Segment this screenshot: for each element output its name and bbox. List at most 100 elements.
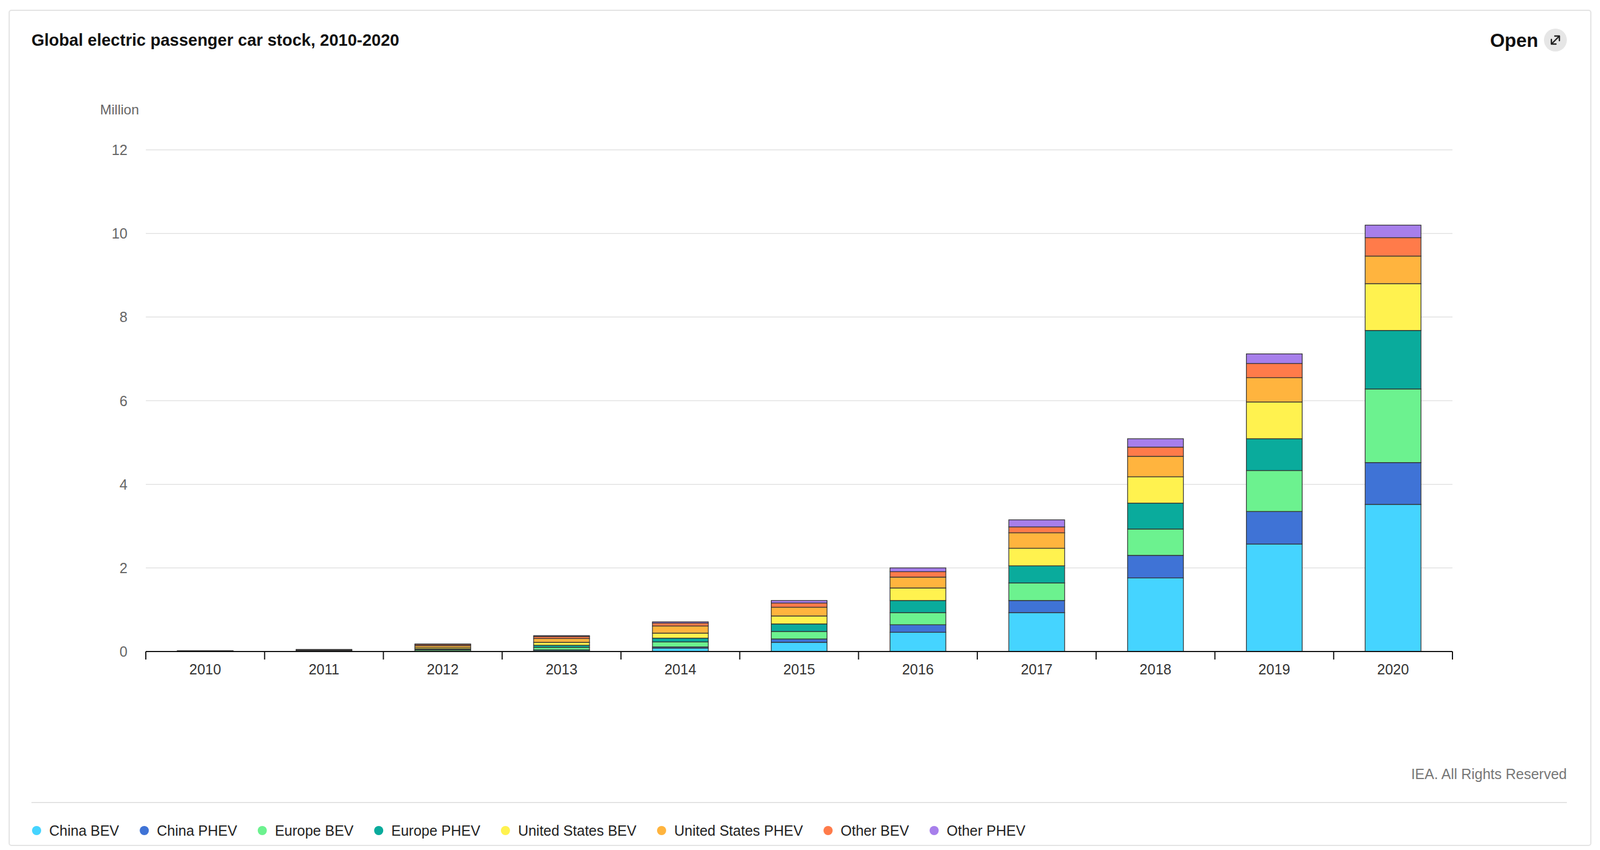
x-tick-label: 2015	[783, 661, 816, 678]
x-tick	[145, 651, 147, 660]
y-tick-label: 12	[111, 141, 128, 158]
x-tick	[1214, 651, 1216, 660]
legend: China BEVChina PHEVEurope BEVEurope PHEV…	[32, 822, 1026, 839]
x-tick-label: 2016	[901, 661, 934, 678]
x-tick	[1332, 651, 1335, 660]
legend-label: China BEV	[49, 822, 120, 839]
bar-segment	[771, 631, 828, 639]
bar-segment	[1008, 547, 1065, 566]
open-icon-arrow	[1551, 36, 1560, 45]
bar-segment	[771, 607, 828, 616]
legend-label: United States PHEV	[674, 822, 803, 839]
bar-segment	[1364, 237, 1422, 256]
bar-segment	[1008, 600, 1065, 613]
bar-segment	[296, 649, 353, 651]
y-tick-label: 2	[119, 559, 128, 576]
bar-segment	[1364, 388, 1422, 463]
legend-swatch	[657, 825, 667, 835]
grid-line	[145, 316, 1453, 318]
x-tick-label: 2012	[427, 661, 460, 678]
bar-segment	[1008, 519, 1065, 527]
x-tick-label: 2018	[1139, 661, 1172, 678]
legend-swatch	[500, 825, 511, 835]
chart: Global electric passenger car stock, 201…	[0, 0, 1600, 850]
bar-segment	[533, 635, 590, 636]
x-tick	[501, 651, 503, 660]
bar-segment	[1364, 504, 1422, 652]
bar-segment	[1364, 283, 1422, 331]
bar-segment	[1127, 577, 1184, 652]
grid-line	[145, 650, 1453, 652]
bar-segment	[1127, 503, 1184, 529]
x-tick-label: 2017	[1020, 661, 1053, 678]
bar-segment	[1127, 447, 1184, 457]
bar-segment	[652, 641, 709, 647]
bar-segment	[1364, 462, 1422, 505]
bar-segment	[1246, 511, 1303, 544]
bar-segment	[296, 649, 353, 650]
bar-segment	[533, 647, 590, 650]
bar-segment	[296, 650, 353, 651]
bar-segment	[1008, 526, 1065, 533]
bar-segment	[771, 600, 828, 603]
legend-swatch	[139, 825, 149, 835]
open-label[interactable]: Open	[1490, 29, 1539, 51]
title: Global electric passenger car stock, 201…	[31, 30, 400, 50]
grid-line	[145, 232, 1453, 234]
bar-segment	[296, 649, 353, 651]
legend-label: Other BEV	[840, 822, 910, 839]
bar-segment	[1008, 532, 1065, 548]
x-tick	[1451, 651, 1454, 660]
open-button[interactable]: Open	[1490, 28, 1567, 52]
bar-segment	[771, 615, 828, 624]
x-axis-line	[145, 650, 1453, 652]
x-tick-label: 2013	[545, 661, 578, 678]
bar-segment	[1127, 476, 1184, 504]
bar-segment	[889, 571, 946, 577]
legend-label: Other PHEV	[946, 822, 1026, 839]
bar-segment	[533, 638, 590, 643]
bar-segment	[415, 643, 472, 645]
bar-segment	[889, 567, 946, 572]
x-tick	[976, 651, 978, 660]
bar-segment	[771, 623, 828, 632]
bar-segment	[1246, 353, 1303, 364]
x-tick-label: 2020	[1376, 661, 1410, 678]
x-tick	[620, 651, 622, 660]
legend-swatch	[373, 825, 384, 835]
y-tick-label: 10	[111, 225, 128, 242]
legend-swatch	[823, 825, 833, 835]
bar-segment	[1008, 565, 1065, 583]
bar-segment	[1246, 470, 1303, 512]
legend-label: United States BEV	[518, 822, 637, 839]
bar-segment	[771, 642, 828, 652]
bar-segment	[533, 642, 590, 646]
x-tick	[739, 651, 741, 660]
bar-segment	[771, 602, 828, 607]
bar-segment	[1246, 363, 1303, 378]
separator	[31, 801, 1567, 803]
x-tick	[1095, 651, 1097, 660]
bar-segment	[1246, 438, 1303, 471]
grid: 024681012	[111, 141, 1453, 660]
grid-line	[145, 149, 1453, 151]
bar-segment	[889, 624, 946, 632]
bar-segment	[771, 638, 828, 643]
bar-segment	[889, 612, 946, 625]
bar-segment	[889, 587, 946, 601]
bar-segment	[177, 650, 234, 651]
x-tick	[382, 651, 384, 660]
bar-segment	[1008, 582, 1065, 601]
legend-swatch	[929, 825, 939, 835]
bar-segment	[415, 644, 472, 646]
bars	[177, 225, 1422, 652]
bar-segment	[1364, 225, 1422, 238]
open-icon[interactable]	[1543, 28, 1567, 52]
bar-segment	[1246, 543, 1303, 652]
bar-segment	[889, 631, 946, 652]
legend-swatch	[32, 825, 42, 835]
x-tick	[264, 651, 266, 660]
legend-label: Europe BEV	[275, 822, 354, 839]
x-tick-label: 2011	[308, 661, 340, 678]
x-tick	[857, 651, 859, 660]
